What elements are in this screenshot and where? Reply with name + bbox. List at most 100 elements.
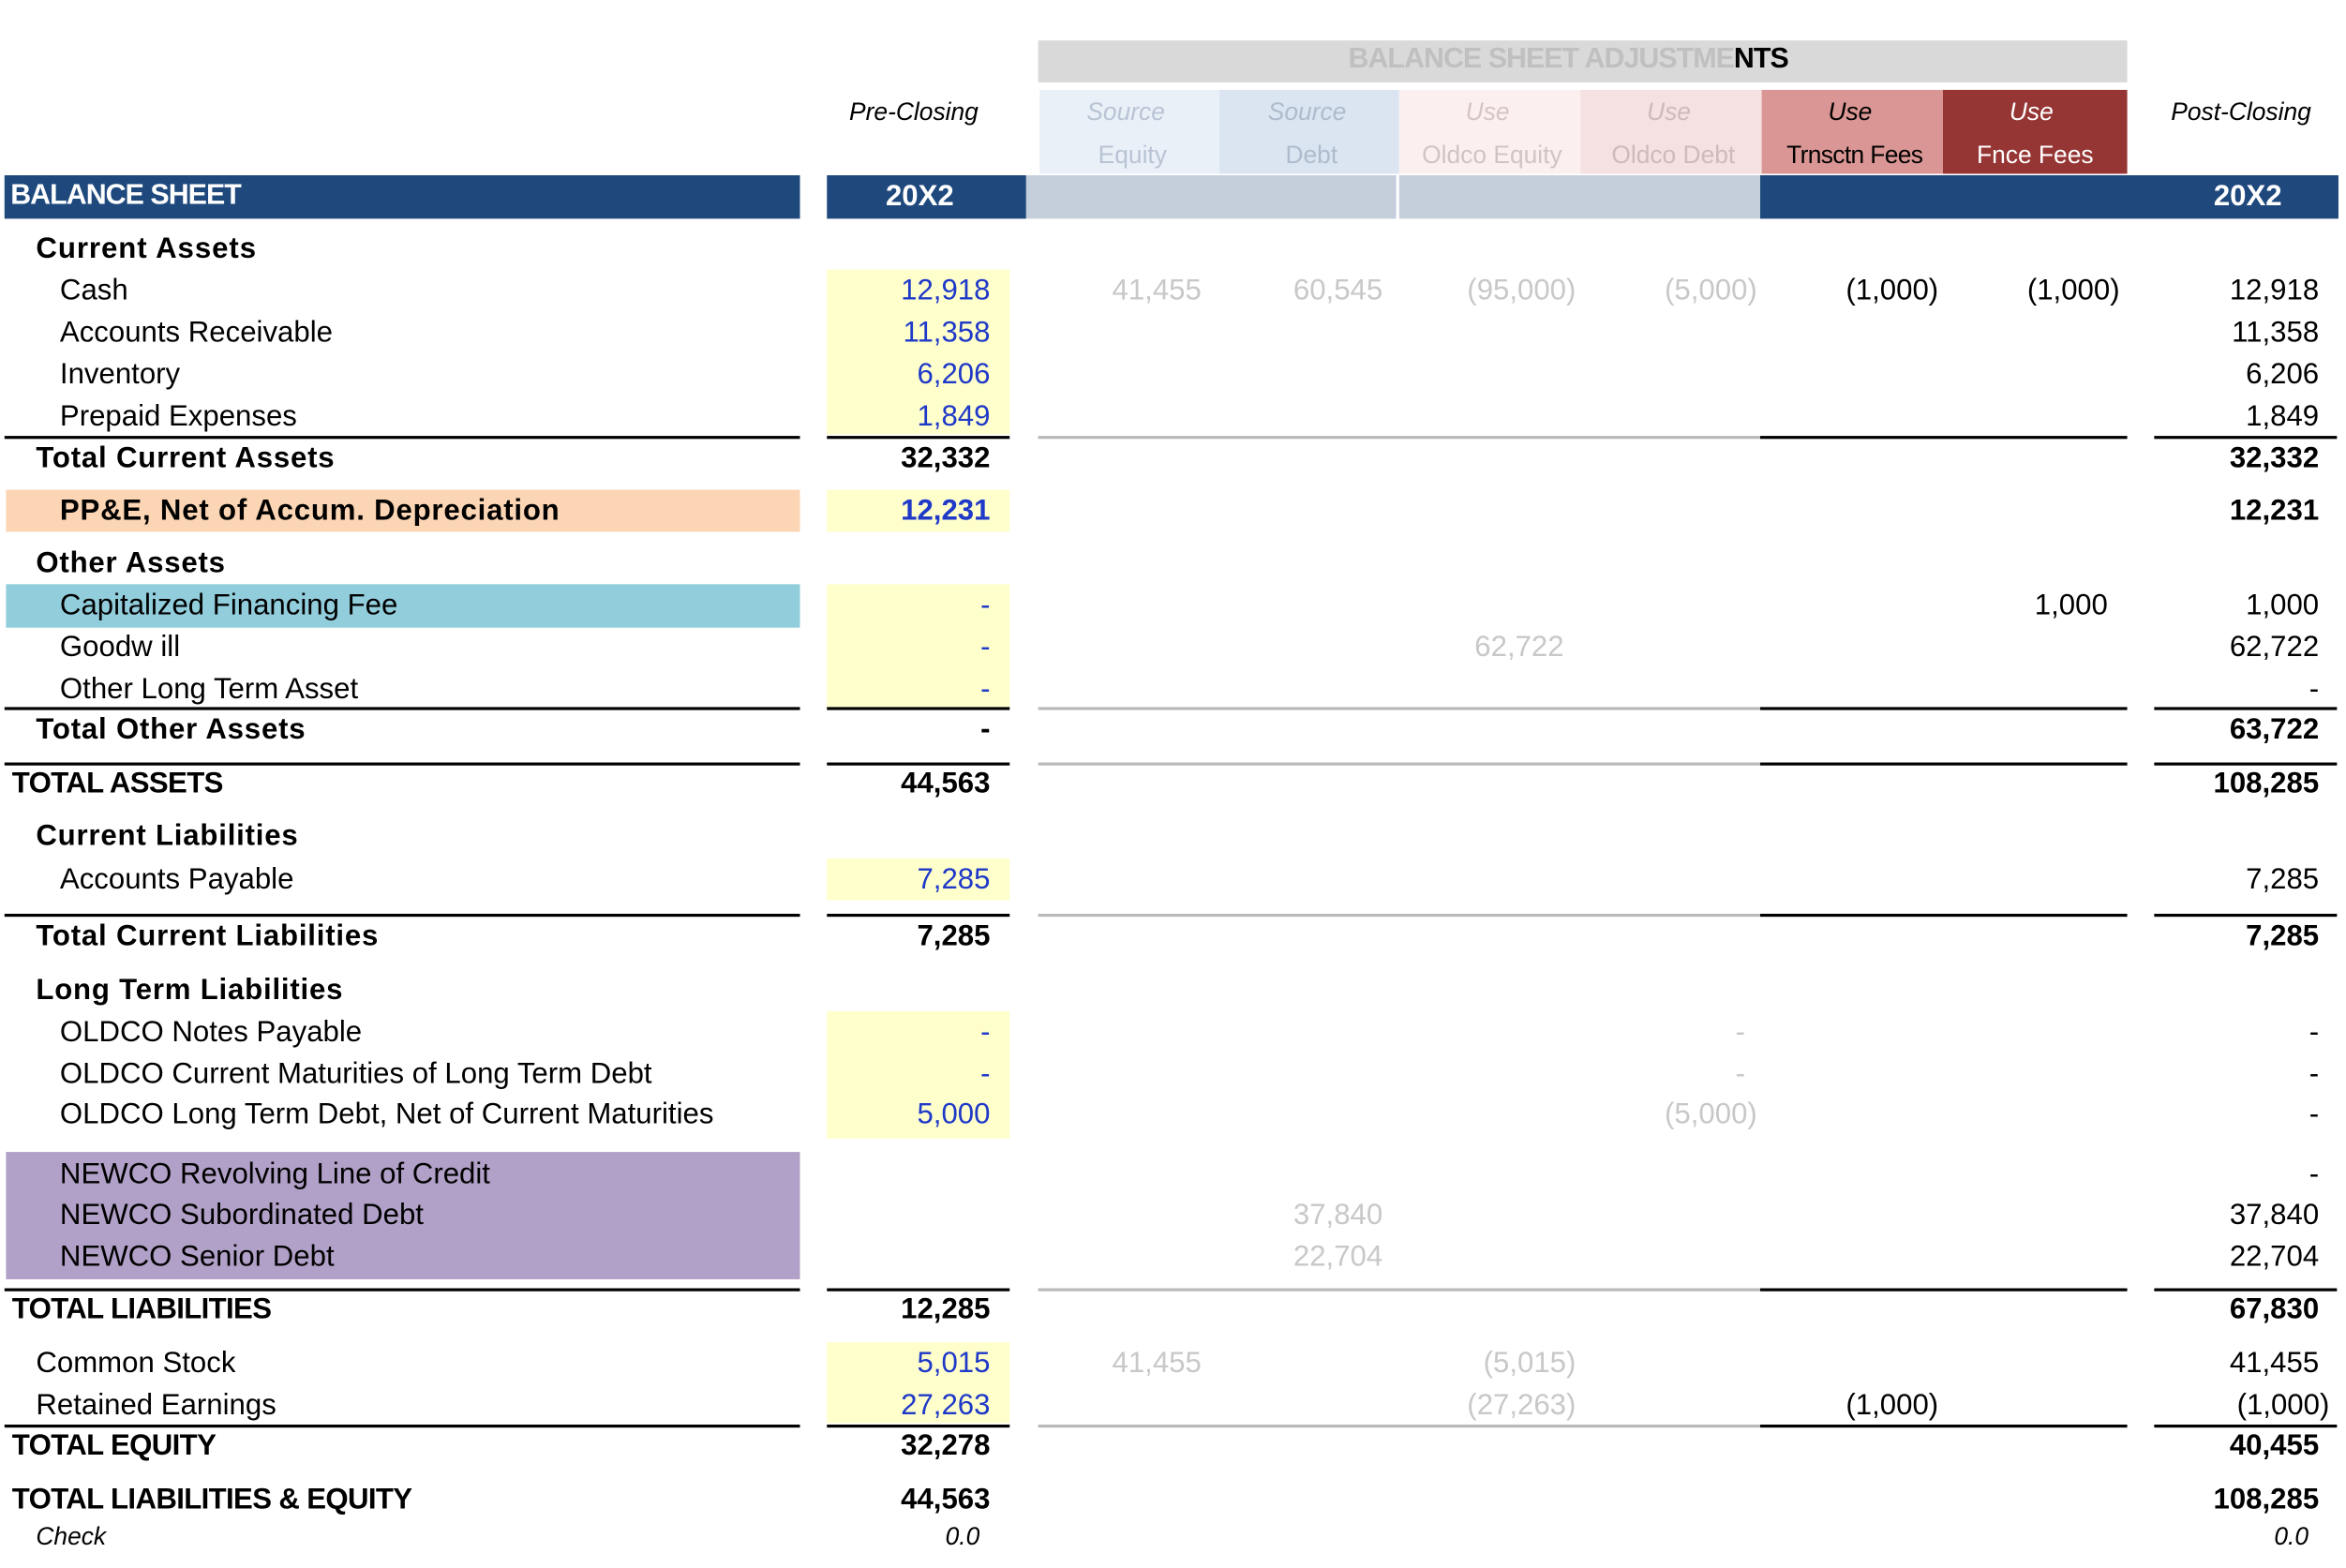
- cash-post: 12,918: [2229, 274, 2320, 307]
- current-assets-heading: Current Assets: [36, 231, 258, 265]
- cash-use-oldco-equity: (95,000): [1467, 274, 1576, 307]
- rule-total-current-assets-adj: [1038, 436, 1761, 440]
- rule-total-equity-pre: [827, 1424, 1010, 1428]
- cash-source-debt: 60,545: [1293, 274, 1383, 307]
- cash-label: Cash: [59, 274, 128, 307]
- newco-sub-debt-source-debt: 37,840: [1293, 1198, 1383, 1232]
- total-assets-pre: 44,563: [901, 767, 991, 800]
- rule-total-equity-fees: [1760, 1424, 2128, 1428]
- common-stock-use-oldco-equity: (5,015): [1483, 1346, 1576, 1381]
- newco-revolver-label: NEWCO Revolving Line of Credit: [59, 1157, 490, 1191]
- newco-senior-debt-post: 22,704: [2229, 1240, 2320, 1274]
- ap-post: 7,285: [2246, 862, 2320, 896]
- use-trnsctn-fees-header: [1761, 89, 1943, 174]
- goodwill-label: Goodw ill: [59, 630, 181, 665]
- use-fnce-fees-line2: Fnce Fees: [1976, 142, 2094, 170]
- oldco-long-term-debt-label: OLDCO Long Term Debt, Net of Current Mat…: [59, 1098, 714, 1131]
- cash-pre: 12,918: [901, 274, 991, 307]
- rule-total-assets-pre: [827, 762, 1010, 766]
- source-debt-header: [1219, 89, 1399, 174]
- use-oldco-equity-line1: Use: [1465, 98, 1510, 127]
- newco-sub-debt-post: 37,840: [2229, 1198, 2320, 1232]
- rule-total-current-liabilities-adj: [1038, 913, 1761, 918]
- ap-pre: 7,285: [917, 862, 991, 896]
- newco-senior-debt-source-debt: 22,704: [1293, 1240, 1383, 1274]
- inventory-pre: 6,206: [917, 357, 991, 392]
- prepaid-pre: 1,849: [917, 399, 991, 433]
- prepaid-expenses-label: Prepaid Expenses: [59, 399, 297, 433]
- total-assets-label: TOTAL ASSETS: [11, 767, 224, 800]
- source-debt-line1: Source: [1267, 98, 1347, 127]
- cash-source-equity: 41,455: [1112, 274, 1202, 307]
- rule-total-other-assets-fees: [1760, 707, 2128, 710]
- total-current-assets-label: Total Current Assets: [36, 441, 336, 475]
- use-oldco-debt-line2: Oldco Debt: [1611, 142, 1736, 170]
- cash-use-oldco-debt: (5,000): [1665, 274, 1757, 307]
- rule-total-equity-label: [4, 1424, 800, 1428]
- oldco-current-maturities-use-oldco-debt: -: [1735, 1057, 1746, 1091]
- title-bar-pre-bg: [827, 175, 1026, 219]
- title-bar-oldco-band: [1398, 175, 1761, 219]
- banner-title-light: BALANCE SHEET ADJUSTME: [1348, 43, 1734, 75]
- ppe-highlight: [6, 489, 800, 532]
- rule-total-assets-label: [4, 762, 800, 766]
- input-cell-ppe: [827, 489, 1010, 532]
- use-oldco-debt-header: [1580, 89, 1762, 174]
- use-oldco-equity-header: [1398, 89, 1581, 174]
- total-liabilities-equity-label: TOTAL LIABILITIES & EQUITY: [11, 1483, 412, 1516]
- use-oldco-debt-line1: Use: [1647, 98, 1691, 127]
- total-assets-post: 108,285: [2213, 767, 2320, 800]
- ppe-label: PP&E, Net of Accum. Depreciation: [59, 494, 560, 528]
- source-debt-line2: Debt: [1285, 142, 1338, 170]
- long-term-liabilities-heading: Long Term Liabilities: [36, 973, 344, 1008]
- inventory-label: Inventory: [59, 357, 181, 392]
- rule-total-current-liabilities-fees: [1760, 913, 2128, 918]
- total-current-liabilities-label: Total Current Liabilities: [36, 919, 380, 953]
- retained-earnings-pre: 27,263: [901, 1388, 991, 1422]
- rule-total-current-liabilities-label: [4, 913, 800, 918]
- rule-total-liabilities-adj: [1038, 1288, 1761, 1292]
- rule-total-current-liabilities-pre: [827, 913, 1010, 918]
- total-le-post: 108,285: [2213, 1483, 2320, 1516]
- inventory-post: 6,206: [2246, 357, 2320, 392]
- year-post-label: 20X2: [2213, 179, 2282, 213]
- total-liabilities-label: TOTAL LIABILITIES: [11, 1292, 272, 1326]
- rule-total-liabilities-label: [4, 1288, 800, 1292]
- oldco-notes-use-oldco-debt: -: [1735, 1015, 1746, 1049]
- oldco-notes-payable-label: OLDCO Notes Payable: [59, 1015, 363, 1049]
- other-lt-asset-post: -: [2309, 672, 2320, 706]
- year-pre-label: 20X2: [885, 179, 954, 213]
- adjustments-banner: [1038, 40, 2128, 82]
- rule-total-liabilities-post: [2154, 1288, 2338, 1292]
- rule-total-assets-fees: [1760, 762, 2128, 766]
- current-liabilities-heading: Current Liabilities: [36, 819, 299, 853]
- accounts-receivable-label: Accounts Receivable: [59, 316, 333, 350]
- rule-total-equity-adj: [1038, 1424, 1761, 1428]
- total-equity-label: TOTAL EQUITY: [11, 1428, 217, 1462]
- cash-use-fnce-fees: (1,000): [2026, 274, 2120, 307]
- rule-total-current-assets-pre: [827, 436, 1010, 440]
- source-equity-header: [1039, 89, 1220, 174]
- oldco-ltd-post: -: [2309, 1098, 2320, 1131]
- check-pre: 0.0: [945, 1523, 980, 1551]
- accounts-payable-label: Accounts Payable: [59, 862, 294, 896]
- rule-total-assets-adj: [1038, 762, 1761, 766]
- post-closing-header: Post-Closing: [2171, 98, 2311, 127]
- common-stock-pre: 5,015: [917, 1346, 991, 1381]
- cap-fin-fee-pre: -: [980, 589, 991, 622]
- rule-total-other-assets-label: [4, 707, 800, 710]
- rule-total-other-assets-adj: [1038, 707, 1761, 710]
- oldco-current-maturities-pre: -: [980, 1057, 991, 1091]
- adjustments-banner-title: BALANCE SHEET ADJUSTMENTS: [1348, 39, 1788, 82]
- use-oldco-equity-line2: Oldco Equity: [1422, 142, 1562, 170]
- total-equity-post: 40,455: [2229, 1428, 2320, 1462]
- rule-total-equity-post: [2154, 1424, 2338, 1428]
- use-fnce-fees-header: [1942, 89, 2128, 174]
- rule-total-current-assets-label: [4, 436, 800, 440]
- ar-post: 11,358: [2232, 316, 2320, 350]
- total-current-liabilities-pre: 7,285: [917, 919, 991, 953]
- prepaid-post: 1,849: [2246, 399, 2320, 433]
- check-post: 0.0: [2274, 1523, 2309, 1551]
- total-other-assets-label: Total Other Assets: [36, 712, 306, 746]
- pre-closing-header: Pre-Closing: [849, 98, 979, 127]
